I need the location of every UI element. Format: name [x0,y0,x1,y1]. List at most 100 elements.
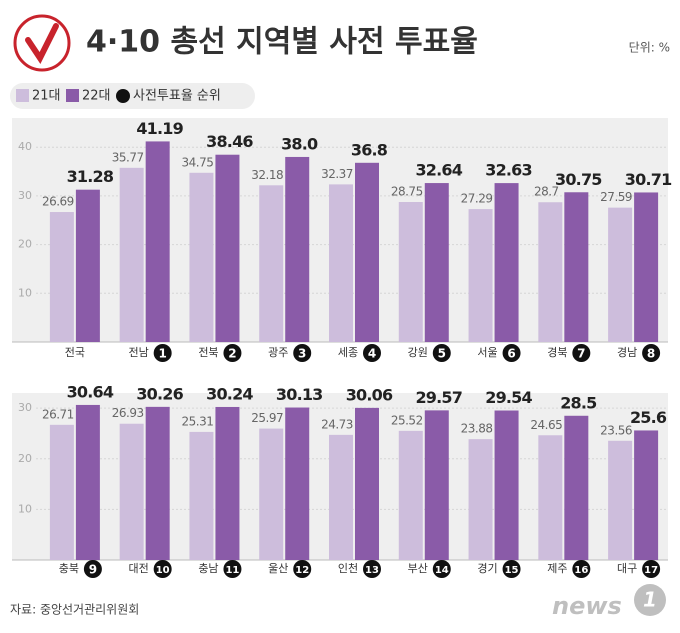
x-tick-label: 충남 [198,562,218,575]
value-label: 30.06 [346,385,393,404]
x-tick-label: 부산 [408,562,428,575]
bar: 22대 [145,406,170,560]
value-label: 23.56 [600,423,632,437]
bar: 21대 [259,428,284,560]
bar: 22대 [285,407,310,560]
bar: 21대 [468,209,493,342]
value-label: 28.5 [560,393,597,412]
rank-marker [293,344,312,362]
x-tick-label: 광주 [268,346,288,359]
value-label: 30.75 [555,170,602,189]
x-tick-label: 충북 [59,562,79,575]
value-label: 35.77 [112,150,144,164]
legend-label: 22대 [82,89,111,104]
rank-label: 4 [368,347,376,361]
brand-number: 1 [643,588,657,612]
bar: 22대 [634,430,659,560]
y-tick-label: 10 [18,286,32,299]
rank-label: 14 [435,565,449,576]
value-label: 24.73 [321,417,353,431]
logo-circle [13,14,71,72]
rank-marker [572,344,591,362]
value-label: 26.69 [42,195,74,209]
rank-marker [502,344,521,362]
rank-label: 9 [89,563,97,577]
value-label: 32.18 [251,168,283,182]
bar: 21대 [329,184,353,342]
value-label: 23.88 [461,422,493,436]
logo-check [25,23,59,64]
bar: 22대 [215,154,240,342]
rank-label: 12 [295,565,309,576]
value-label: 25.31 [182,414,214,428]
x-tick-label: 경남 [617,346,637,359]
rank-label: 13 [365,565,379,576]
x-tick-label: 경북 [547,346,567,359]
rank-marker [432,344,451,362]
bar: 22대 [494,183,519,342]
rank-label: 2 [228,347,236,361]
bar: 21대 [119,167,144,342]
value-label: 30.24 [206,384,253,403]
brand-badge [634,584,666,616]
value-label: 28.7 [534,185,559,199]
rank-label: 8 [647,347,655,361]
logo-mark [13,14,71,72]
rank-label: 15 [505,565,519,576]
value-label: 27.59 [600,190,632,204]
rank-marker [83,560,102,578]
y-tick-label: 20 [18,452,32,465]
rank-label: 1 [158,347,166,361]
bar: 22대 [75,189,100,342]
rank-label: 16 [574,565,588,576]
rank-marker [223,344,242,362]
value-label: 30.64 [67,382,114,401]
value-label: 29.54 [485,388,532,407]
value-label: 25.97 [251,411,283,425]
rank-label: 17 [644,565,658,576]
bar: 22대 [424,183,449,342]
value-label: 32.63 [485,161,532,180]
rank-label: 5 [438,347,446,361]
bar: 22대 [634,192,659,342]
value-label: 38.46 [206,132,253,151]
value-label: 38.0 [281,134,318,153]
bar: 22대 [285,156,310,342]
rank-marker [363,344,381,362]
bar: 22대 [424,410,449,560]
bar: 21대 [608,207,633,342]
legend-rank-marker [116,89,130,103]
rank-marker [293,560,312,578]
value-label: 32.37 [321,167,353,181]
rank-marker [432,560,451,578]
x-tick-label: 세종 [338,346,358,359]
source: 자료: 중앙선거관리위원회 [10,603,139,617]
value-label: 30.26 [136,384,183,403]
value-label: 30.13 [276,385,323,404]
rank-marker [363,560,381,578]
y-tick-label: 30 [18,401,32,414]
y-tick-label: 10 [18,502,32,515]
bar: 22대 [75,404,100,560]
rank-marker [223,560,242,578]
x-tick-label: 전북 [198,346,218,359]
bar: 21대 [538,202,563,342]
x-tick-label: 제주 [547,562,567,575]
unit: 단위: % [629,41,670,55]
bar: 22대 [355,407,379,560]
y-tick-label: 40 [18,140,32,153]
bar: 22대 [355,162,379,342]
legend-label: 21대 [32,89,61,104]
value-label: 28.75 [391,185,423,199]
value-label: 41.19 [136,119,183,138]
rank-marker [572,560,591,578]
x-tick-label: 대전 [129,562,149,575]
y-tick-label: 30 [18,189,32,202]
bar: 21대 [398,430,423,560]
legend-swatch [16,89,29,102]
rank-marker [153,560,172,578]
bar: 22대 [564,415,589,560]
brand: news [552,592,622,620]
rank-label: 10 [156,565,170,576]
